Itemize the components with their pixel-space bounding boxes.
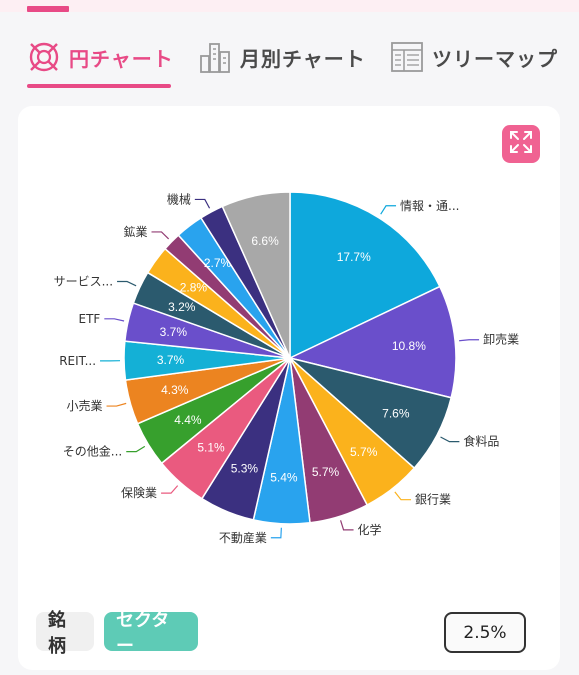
slice-category-label: 銀行業 xyxy=(415,493,451,507)
chart-tabs: 円チャート 月別チャート xyxy=(0,24,579,94)
buildings-icon xyxy=(198,40,232,74)
label-leader-line xyxy=(194,198,211,209)
slice-value-label: 3.2% xyxy=(168,300,196,314)
slice-category-label: 不動産業 xyxy=(219,530,267,545)
slice-category-label: その他金... xyxy=(63,444,122,459)
slice-value-label: 2.7% xyxy=(204,256,232,270)
label-leader-line xyxy=(161,485,179,494)
tab-pie-chart-label: 円チャート xyxy=(69,46,174,71)
slice-value-label: 5.7% xyxy=(350,445,378,459)
slice-value-label: 17.7% xyxy=(337,250,371,264)
label-leader-line xyxy=(340,520,354,531)
label-leader-line xyxy=(459,339,480,342)
slice-value-label: 3.7% xyxy=(157,353,185,367)
slice-category-label: 情報・通... xyxy=(400,199,459,213)
toggle-brand-button[interactable]: 銘柄 xyxy=(36,610,94,657)
tab-monthly-chart-label: 月別チャート xyxy=(240,46,366,71)
toggle-sector-button[interactable]: セクター xyxy=(104,610,198,657)
slice-value-label: 4.4% xyxy=(174,413,202,427)
top-strip-accent xyxy=(27,6,69,12)
expand-button[interactable] xyxy=(502,125,540,163)
slice-value-label: 5.1% xyxy=(197,441,225,455)
slice-category-label: 機械 xyxy=(167,191,191,206)
label-leader-line xyxy=(117,280,137,287)
slice-category-label: 鉱業 xyxy=(123,224,147,239)
slice-value-label: 5.7% xyxy=(312,465,340,479)
pie-target-icon xyxy=(27,40,61,74)
tab-treemap-label: ツリーマップ xyxy=(432,46,558,71)
expand-icon xyxy=(508,129,534,159)
slice-value-label: 3.7% xyxy=(160,325,188,339)
slice-category-label: 卸売業 xyxy=(483,332,519,347)
tab-monthly-chart[interactable]: 月別チャート xyxy=(198,24,366,90)
tab-treemap[interactable]: ツリーマップ xyxy=(390,24,558,90)
slice-value-label: 6.6% xyxy=(251,234,279,248)
label-leader-line xyxy=(394,491,412,501)
label-leader-line xyxy=(126,445,146,453)
slice-value-label: 7.6% xyxy=(382,407,410,421)
slice-category-label: REIT... xyxy=(59,354,96,368)
slice-category-label: 化学 xyxy=(358,522,382,537)
pie-slice[interactable] xyxy=(287,285,457,399)
label-leader-line xyxy=(104,318,125,322)
top-strip xyxy=(0,0,579,12)
tab-pie-chart[interactable]: 円チャート xyxy=(27,24,174,90)
pie-slice[interactable] xyxy=(221,191,291,359)
slice-category-label: 食料品 xyxy=(463,434,499,449)
view-toggle: 銘柄 セクター xyxy=(36,610,198,657)
slice-value-label: 5.3% xyxy=(231,461,259,475)
label-leader-line xyxy=(151,231,170,240)
treemap-grid-icon xyxy=(390,40,424,74)
label-leader-line xyxy=(380,205,397,215)
pie-slice[interactable] xyxy=(289,191,441,360)
slice-category-label: サービス... xyxy=(54,275,113,289)
slice-value-label: 10.8% xyxy=(392,339,426,353)
slice-value-label: 5.4% xyxy=(270,470,298,484)
active-tab-indicator xyxy=(27,84,171,88)
slice-value-label: 2.8% xyxy=(180,281,208,295)
label-leader-line xyxy=(106,402,127,407)
chart-card: 17.7% 情報・通... 10.8% 卸売業 7.6% 食料品 5.7% 銀行業 5.7% 化学… xyxy=(18,106,560,670)
label-leader-line xyxy=(440,436,460,443)
threshold-button[interactable]: 2.5% xyxy=(444,612,526,653)
slice-category-label: ETF xyxy=(78,312,100,326)
slice-category-label: 小売業 xyxy=(67,398,103,413)
label-leader-line xyxy=(270,527,282,539)
pie-chart: 17.7% 情報・通... 10.8% 卸売業 7.6% 食料品 5.7% 銀行業 5.7% 化学… xyxy=(54,191,519,545)
slice-value-label: 4.3% xyxy=(161,383,189,397)
slice-category-label: 保険業 xyxy=(121,486,157,500)
